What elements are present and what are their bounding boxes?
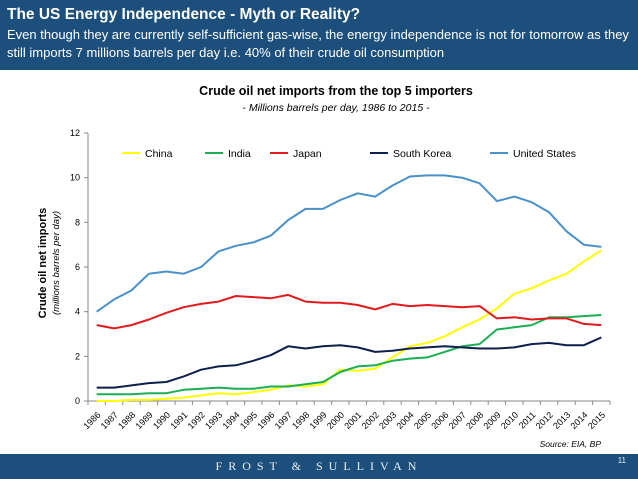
x-tick-label: 1988 — [116, 410, 137, 431]
y-tick-label: 0 — [75, 396, 80, 406]
x-tick-label: 2002 — [360, 410, 381, 431]
x-tick-label: 1995 — [238, 410, 259, 431]
x-tick-label: 1998 — [290, 410, 311, 431]
x-tick-label: 1997 — [273, 410, 294, 431]
x-tick-label: 1992 — [186, 410, 207, 431]
x-tick-label: 1989 — [134, 410, 155, 431]
x-tick-label: 1994 — [221, 410, 242, 431]
x-tick-label: 2010 — [499, 410, 520, 431]
chart-subtitle: - Millions barrels per day, 1986 to 2015… — [242, 102, 430, 114]
x-tick-label: 1991 — [168, 410, 189, 431]
legend-label: China — [145, 148, 173, 160]
y-tick-label: 8 — [75, 217, 80, 227]
x-tick-label: 1990 — [151, 410, 172, 431]
series-line-united-states — [96, 174, 602, 313]
series-line-japan — [96, 293, 602, 330]
line-chart: Crude oil net imports from the top 5 imp… — [37, 84, 611, 449]
footer-bar: FROST & SULLIVAN 11 — [0, 454, 638, 479]
x-tick-label: 1999 — [308, 410, 329, 431]
series-line-india — [96, 314, 602, 396]
chart-legend: China India Japan South Korea United States — [122, 148, 576, 160]
x-tick-label: 1987 — [99, 410, 120, 431]
series-line-china — [96, 249, 602, 402]
legend-label: United States — [513, 148, 576, 160]
chart-title: Crude oil net imports from the top 5 imp… — [199, 84, 473, 98]
y-tick-label: 10 — [70, 173, 80, 183]
x-tick-label: 2009 — [482, 410, 503, 431]
x-tick-label: 2015 — [586, 410, 607, 431]
x-tick-label: 1993 — [203, 410, 224, 431]
chart-series — [96, 174, 602, 402]
x-tick-label: 2000 — [325, 410, 346, 431]
x-tick-label: 2012 — [534, 410, 555, 431]
x-tick-label: 2004 — [395, 410, 416, 431]
x-tick-label: 2011 — [517, 410, 538, 431]
page-title: The US Energy Independence - Myth or Rea… — [7, 6, 361, 23]
x-tick-label: 2013 — [551, 410, 572, 431]
legend-label: South Korea — [393, 148, 452, 160]
chart-axes: 0246810121986198719881989199019911992199… — [70, 128, 611, 431]
y-tick-label: 2 — [75, 351, 80, 361]
series-line-south-korea — [96, 336, 602, 389]
x-tick-label: 2005 — [412, 410, 433, 431]
source-note: Source: EIA, BP — [540, 439, 602, 449]
y-tick-label: 12 — [70, 128, 80, 138]
x-tick-label: 2014 — [569, 410, 590, 431]
x-tick-label: 2006 — [429, 410, 450, 431]
x-tick-label: 2003 — [377, 410, 398, 431]
x-tick-label: 1996 — [255, 410, 276, 431]
page-number: 11 — [617, 456, 626, 465]
x-tick-label: 2008 — [464, 410, 485, 431]
page-subtitle: Even though they are currently self-suff… — [7, 27, 629, 60]
legend-label: India — [228, 148, 251, 160]
x-tick-label: 2007 — [447, 410, 468, 431]
y-tick-label: 4 — [75, 307, 80, 317]
brand-logo: FROST & SULLIVAN — [215, 459, 423, 473]
x-tick-label: 2001 — [342, 410, 363, 431]
y-axis-sublabel: (millions barrels per day) — [51, 211, 62, 315]
x-tick-label: 1986 — [81, 410, 102, 431]
y-tick-label: 6 — [75, 262, 80, 272]
y-axis-label: Crude oil net imports — [37, 208, 49, 319]
legend-label: Japan — [293, 148, 322, 160]
title-banner: The US Energy Independence - Myth or Rea… — [0, 0, 638, 70]
